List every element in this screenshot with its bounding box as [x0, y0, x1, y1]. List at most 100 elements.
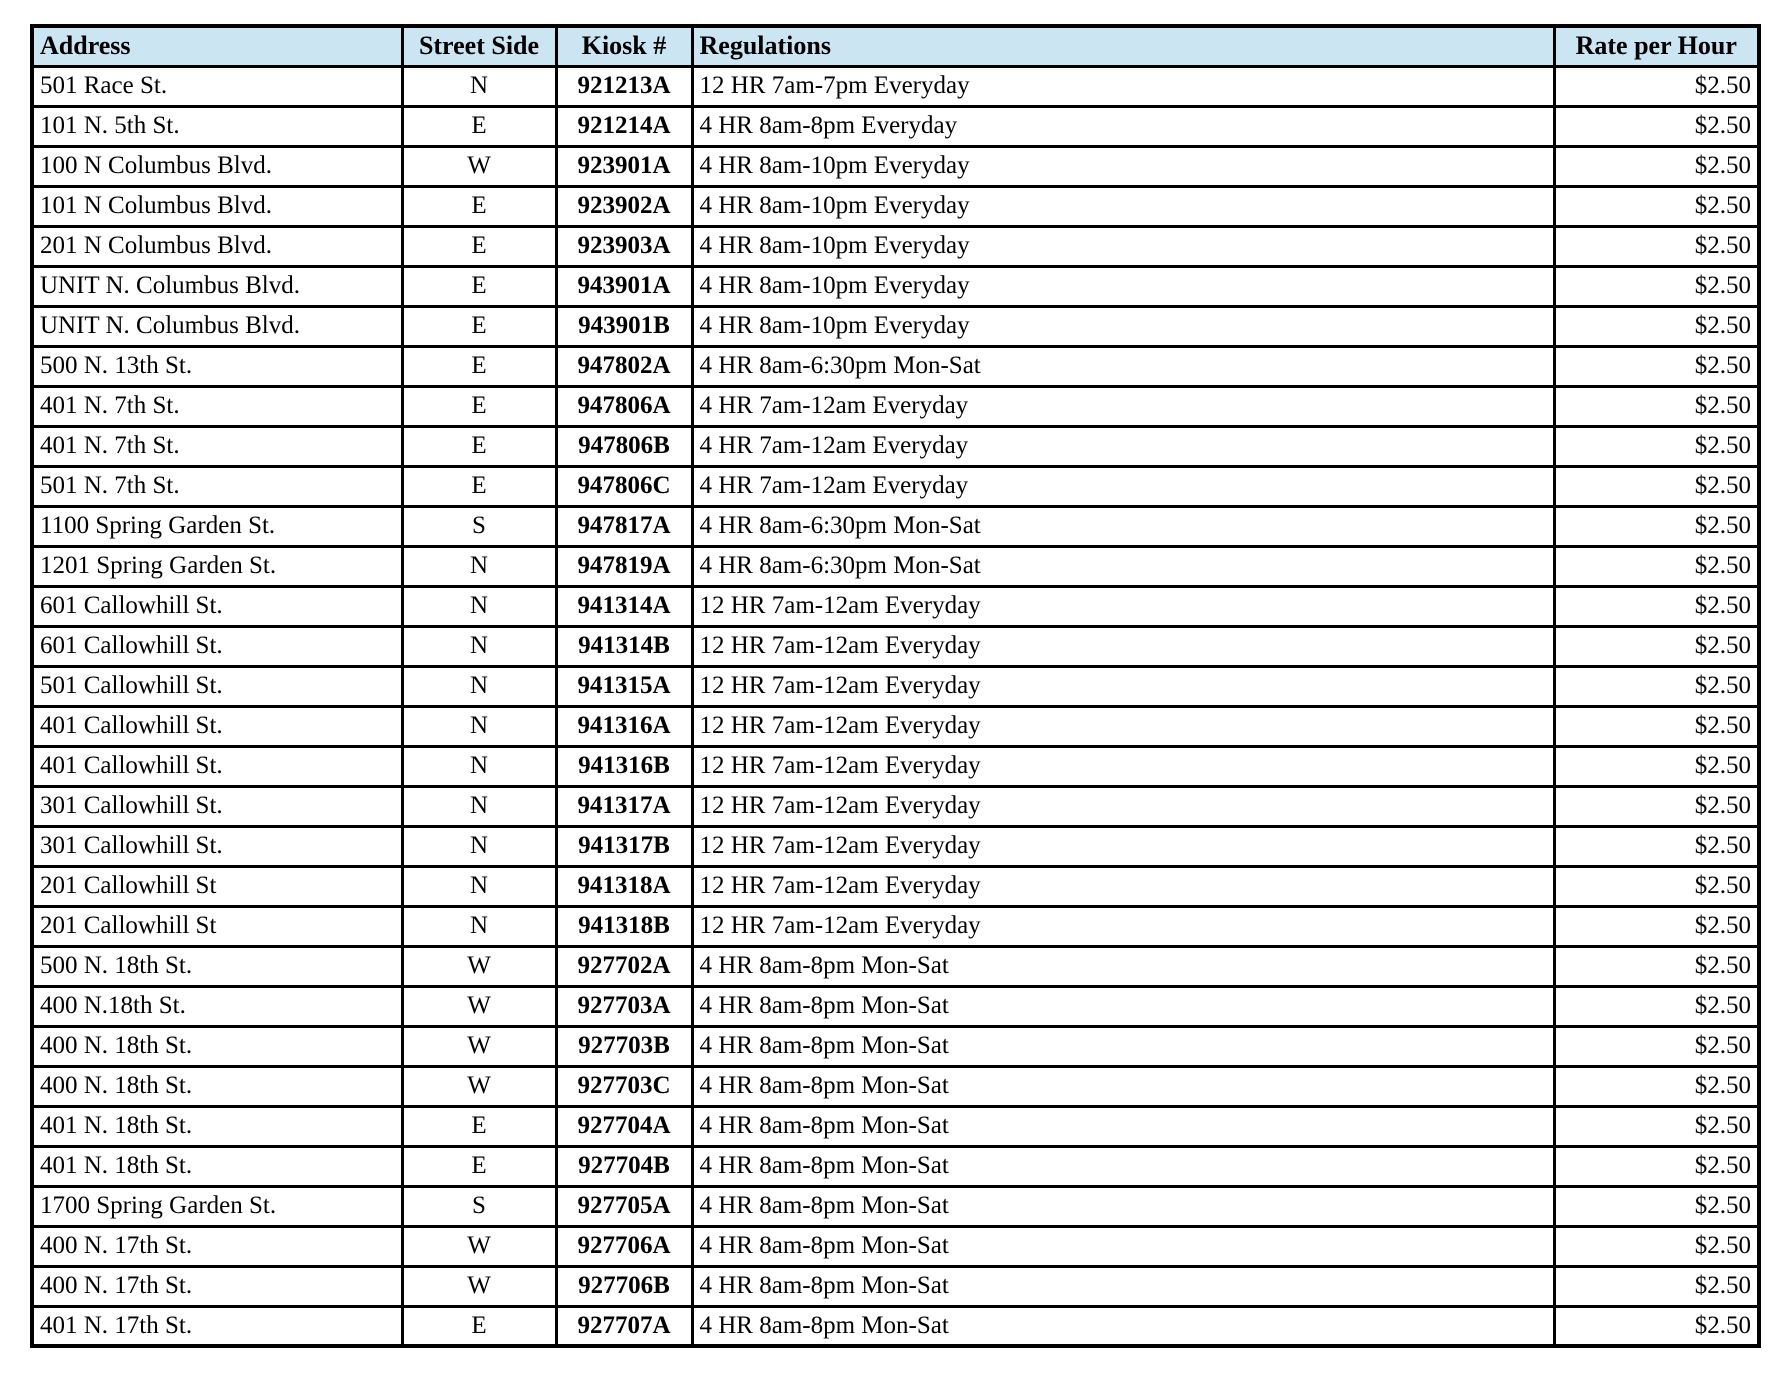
cell-kiosk: 941316B — [554, 744, 694, 788]
cell-rate: $2.50 — [1552, 1304, 1761, 1348]
cell-regulations: 12 HR 7am-12am Everyday — [690, 704, 1556, 748]
cell-kiosk: 947806B — [554, 424, 694, 468]
cell-rate: $2.50 — [1552, 984, 1761, 1028]
table-row: 401 Callowhill St. N 941316A 12 HR 7am-12am… — [30, 704, 1761, 748]
cell-rate: $2.50 — [1552, 744, 1761, 788]
cell-rate: $2.50 — [1552, 344, 1761, 388]
table-row: UNIT N. Columbus Blvd. E 943901B 4 HR 8am-1… — [30, 304, 1761, 348]
cell-kiosk: 943901B — [554, 304, 694, 348]
cell-side: W — [400, 984, 558, 1028]
parking-kiosk-rates-table: Address Street Side Kiosk # Regulations … — [30, 24, 1761, 1348]
cell-regulations: 4 HR 7am-12am Everyday — [690, 464, 1556, 508]
cell-rate: $2.50 — [1552, 1224, 1761, 1268]
cell-address: 201 N Columbus Blvd. — [30, 224, 404, 268]
cell-rate: $2.50 — [1552, 584, 1761, 628]
cell-rate: $2.50 — [1552, 664, 1761, 708]
cell-side: N — [400, 744, 558, 788]
cell-rate: $2.50 — [1552, 144, 1761, 188]
cell-rate: $2.50 — [1552, 824, 1761, 868]
table-row: 201 N Columbus Blvd. E 923903A 4 HR 8am-10p… — [30, 224, 1761, 268]
cell-side: E — [400, 304, 558, 348]
cell-kiosk: 927703C — [554, 1064, 694, 1108]
cell-side: E — [400, 1304, 558, 1348]
cell-address: 401 N. 7th St. — [30, 384, 404, 428]
cell-kiosk: 947802A — [554, 344, 694, 388]
cell-regulations: 4 HR 8am-10pm Everyday — [690, 304, 1556, 348]
table-row: 401 Callowhill St. N 941316B 12 HR 7am-12am… — [30, 744, 1761, 788]
column-header-street-side: Street Side — [400, 24, 558, 68]
cell-address: 501 Race St. — [30, 64, 404, 108]
cell-address: 400 N. 18th St. — [30, 1024, 404, 1068]
cell-rate: $2.50 — [1552, 944, 1761, 988]
cell-regulations: 4 HR 8am-8pm Mon-Sat — [690, 984, 1556, 1028]
cell-kiosk: 943901A — [554, 264, 694, 308]
cell-kiosk: 941318A — [554, 864, 694, 908]
cell-address: 601 Callowhill St. — [30, 584, 404, 628]
cell-side: E — [400, 464, 558, 508]
cell-rate: $2.50 — [1552, 784, 1761, 828]
cell-address: 101 N. 5th St. — [30, 104, 404, 148]
cell-kiosk: 923901A — [554, 144, 694, 188]
cell-regulations: 12 HR 7am-12am Everyday — [690, 664, 1556, 708]
table-body: 501 Race St. N 921213A 12 HR 7am-7pm Everyd… — [30, 64, 1761, 1348]
table-row: 501 Callowhill St. N 941315A 12 HR 7am-12am… — [30, 664, 1761, 708]
cell-side: W — [400, 1024, 558, 1068]
table-row: 401 N. 7th St. E 947806B 4 HR 7am-12am Ever… — [30, 424, 1761, 468]
column-header-kiosk-number: Kiosk # — [554, 24, 694, 68]
cell-rate: $2.50 — [1552, 264, 1761, 308]
table-row: 401 N. 18th St. E 927704A 4 HR 8am-8pm Mon-… — [30, 1104, 1761, 1148]
cell-regulations: 4 HR 8am-6:30pm Mon-Sat — [690, 344, 1556, 388]
cell-side: N — [400, 664, 558, 708]
cell-side: E — [400, 344, 558, 388]
table-row: 101 N Columbus Blvd. E 923902A 4 HR 8am-10p… — [30, 184, 1761, 228]
cell-address: 101 N Columbus Blvd. — [30, 184, 404, 228]
cell-address: 301 Callowhill St. — [30, 824, 404, 868]
cell-rate: $2.50 — [1552, 1264, 1761, 1308]
cell-address: 400 N. 17th St. — [30, 1224, 404, 1268]
table-row: 400 N. 17th St. W 927706A 4 HR 8am-8pm Mon-… — [30, 1224, 1761, 1268]
column-header-regulations: Regulations — [690, 24, 1556, 68]
cell-side: E — [400, 384, 558, 428]
cell-kiosk: 927706B — [554, 1264, 694, 1308]
cell-kiosk: 941314A — [554, 584, 694, 628]
cell-side: W — [400, 1264, 558, 1308]
cell-side: N — [400, 544, 558, 588]
cell-address: 400 N. 17th St. — [30, 1264, 404, 1308]
cell-rate: $2.50 — [1552, 1024, 1761, 1068]
cell-rate: $2.50 — [1552, 1184, 1761, 1228]
table-row: 501 N. 7th St. E 947806C 4 HR 7am-12am Ever… — [30, 464, 1761, 508]
cell-rate: $2.50 — [1552, 864, 1761, 908]
table-row: 501 Race St. N 921213A 12 HR 7am-7pm Everyd… — [30, 64, 1761, 108]
cell-kiosk: 941318B — [554, 904, 694, 948]
cell-rate: $2.50 — [1552, 704, 1761, 748]
table-row: 400 N. 17th St. W 927706B 4 HR 8am-8pm Mon-… — [30, 1264, 1761, 1308]
table-row: 601 Callowhill St. N 941314A 12 HR 7am-12am… — [30, 584, 1761, 628]
cell-side: E — [400, 424, 558, 468]
cell-regulations: 4 HR 8am-8pm Mon-Sat — [690, 1184, 1556, 1228]
table-row: 201 Callowhill St N 941318B 12 HR 7am-12am … — [30, 904, 1761, 948]
table-row: 401 N. 17th St. E 927707A 4 HR 8am-8pm Mon-… — [30, 1304, 1761, 1348]
header-row: Address Street Side Kiosk # Regulations … — [30, 24, 1761, 68]
cell-kiosk: 927705A — [554, 1184, 694, 1228]
cell-address: 500 N. 18th St. — [30, 944, 404, 988]
table-row: 1700 Spring Garden St. S 927705A 4 HR 8am-8… — [30, 1184, 1761, 1228]
table-row: 400 N. 18th St. W 927703B 4 HR 8am-8pm Mon-… — [30, 1024, 1761, 1068]
cell-address: 401 N. 17th St. — [30, 1304, 404, 1348]
cell-regulations: 4 HR 8am-8pm Mon-Sat — [690, 1224, 1556, 1268]
cell-kiosk: 927702A — [554, 944, 694, 988]
cell-side: N — [400, 904, 558, 948]
cell-address: 401 Callowhill St. — [30, 744, 404, 788]
column-header-rate-per-hour: Rate per Hour — [1552, 24, 1761, 68]
cell-address: 1201 Spring Garden St. — [30, 544, 404, 588]
table-row: 301 Callowhill St. N 941317A 12 HR 7am-12am… — [30, 784, 1761, 828]
cell-regulations: 12 HR 7am-12am Everyday — [690, 584, 1556, 628]
table-row: 401 N. 18th St. E 927704B 4 HR 8am-8pm Mon-… — [30, 1144, 1761, 1188]
cell-rate: $2.50 — [1552, 64, 1761, 108]
cell-kiosk: 941317B — [554, 824, 694, 868]
cell-address: 601 Callowhill St. — [30, 624, 404, 668]
cell-regulations: 4 HR 8am-6:30pm Mon-Sat — [690, 544, 1556, 588]
cell-side: N — [400, 64, 558, 108]
cell-address: 401 N. 18th St. — [30, 1144, 404, 1188]
cell-regulations: 12 HR 7am-12am Everyday — [690, 784, 1556, 828]
